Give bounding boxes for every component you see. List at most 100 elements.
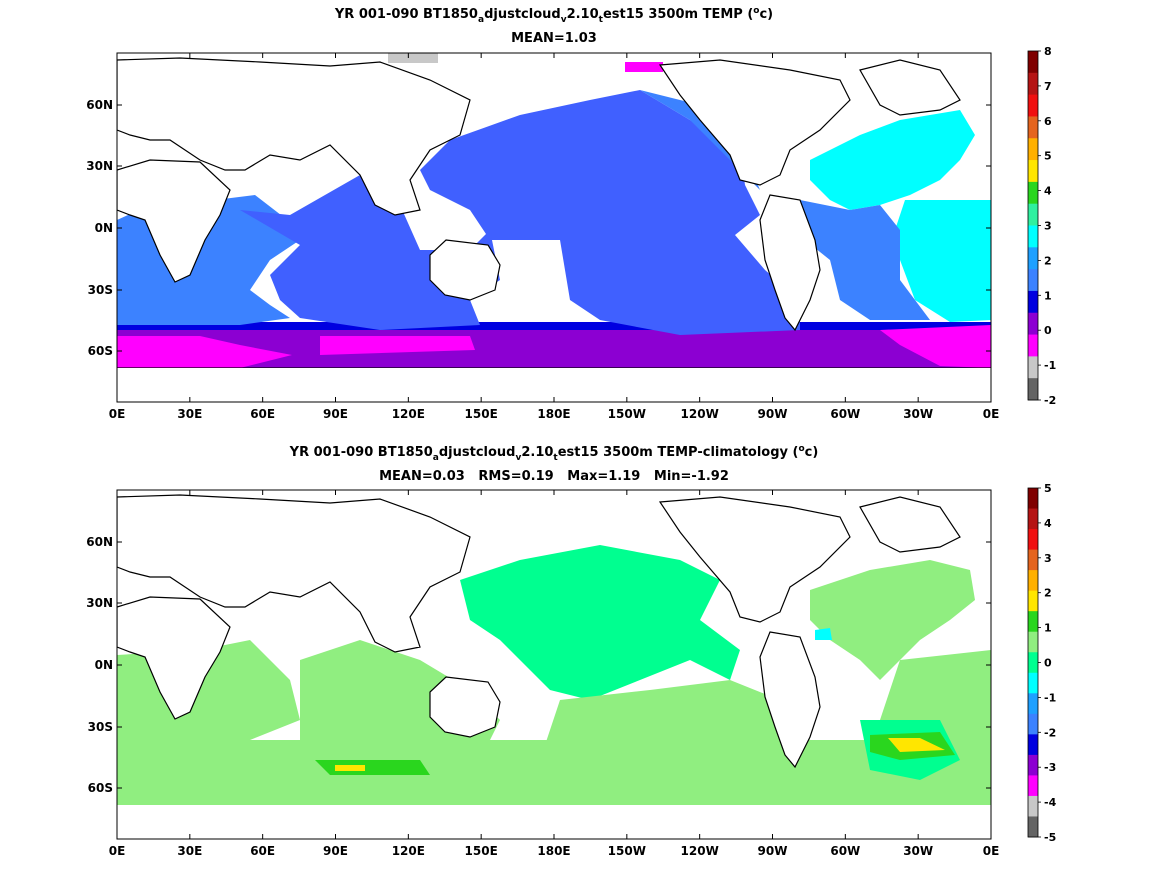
colorbar-top: 8 7 6 5 4 3 2 1 0 -1 -2 [1027,45,1056,407]
colorbar-swatch [1028,713,1038,735]
x-tick-label: 180E [537,407,570,421]
field-north-pacific [420,90,800,335]
colorbar-swatch [1028,247,1038,270]
y-tick-label: 30S [88,283,113,297]
colorbar-label: -2 [1044,394,1056,407]
colorbar-swatch [1028,72,1038,96]
colorbar-swatch [1028,51,1038,74]
x-tick-label: 120W [681,407,719,421]
field-north-atlantic [810,110,975,210]
colorbar-swatch [1028,652,1038,674]
colorbar-swatch [1028,754,1038,776]
panel-top: YR 001-090 BT1850adjustcloudv2.10test15 … [86,6,1056,421]
colorbar-label: 3 [1044,552,1052,565]
subtitle-top: MEAN=1.03 [511,31,597,46]
y-tick-label: 0N [95,658,113,672]
colorbar-swatch [1028,795,1038,817]
colorbar-swatch [1028,631,1038,653]
x-tick-label: 150E [465,844,498,858]
x-tick-label: 30E [177,407,202,421]
y-tick-label: 30N [86,159,113,173]
x-tick-label: 0E [109,407,126,421]
title-top: YR 001-090 BT1850adjustcloudv2.10test15 … [334,6,773,25]
colorbar-label: -2 [1044,726,1056,739]
title-bottom: YR 001-090 BT1850adjustcloudv2.10test15 … [289,444,819,463]
x-tick-label: 90W [758,844,788,858]
colorbar-label: 4 [1044,185,1052,198]
colorbar-swatch [1028,116,1038,139]
colorbar-swatch [1028,269,1038,292]
x-axis-top: 0E 30E 60E 90E 120E 150E 180E 150W 120W 90W 60W 30W… [109,53,1000,421]
x-tick-label: 120W [681,844,719,858]
colorbar-swatch [1028,138,1038,161]
colorbar-label: -1 [1044,691,1056,704]
colorbar-label: -3 [1044,761,1056,774]
colorbar-swatch [1028,356,1038,379]
x-tick-label: 90W [758,407,788,421]
continents-bottom [117,494,961,769]
colorbar-bottom: 5 4 3 2 1 0 -1 -2 -3 -4 -5 [1027,482,1057,844]
colorbar-swatch [1028,334,1038,357]
x-tick-label: 30W [903,407,933,421]
colorbar-label: 5 [1044,150,1052,163]
colorbar-swatch [1028,203,1038,226]
colorbar-swatch [1028,693,1038,715]
x-tick-label: 180E [537,844,570,858]
x-tick-label: 30E [177,844,202,858]
x-tick-label: 150E [465,407,498,421]
colorbar-label: 0 [1044,657,1052,670]
colorbar-swatch [1028,508,1038,530]
colorbar-label: 2 [1044,254,1052,267]
x-tick-label: 60E [250,407,275,421]
y-axis-top: 60N 30N 0N 30S 60S [86,98,991,358]
colorbar-swatch [1028,775,1038,797]
panel-bottom: YR 001-090 BT1850adjustcloudv2.10test15 … [86,444,1056,858]
colorbar-swatch [1028,378,1038,401]
map-field-top [117,53,991,402]
colorbar-label: 1 [1044,289,1052,302]
y-tick-label: 60N [86,535,113,549]
x-tick-label: 30W [903,844,933,858]
colorbar-label: 3 [1044,220,1052,233]
map-field-bottom [117,490,991,839]
colorbar-swatch [1028,611,1038,633]
y-tick-label: 30N [86,596,113,610]
colorbar-label: 5 [1044,482,1052,495]
y-tick-label: 60N [86,98,113,112]
colorbar-label: 4 [1044,517,1052,530]
colorbar-label: 7 [1044,80,1052,93]
y-tick-label: 60S [88,781,113,795]
field-pacific [460,545,740,700]
colorbar-swatch [1028,570,1038,592]
x-tick-label: 150W [608,844,646,858]
y-tick-label: 30S [88,720,113,734]
colorbar-swatch [1028,181,1038,205]
x-tick-label: 90E [323,844,348,858]
x-tick-label: 120E [392,407,425,421]
x-tick-label: 0E [983,407,1000,421]
colorbar-label: -5 [1044,831,1056,844]
colorbar-swatch [1028,225,1038,248]
x-tick-label: 0E [983,844,1000,858]
colorbar-label: 0 [1044,324,1052,337]
colorbar-label: 6 [1044,115,1052,128]
x-axis-bottom: 0E 30E 60E 90E 120E 150E 180E 150W 120W 90W 60W 30W… [109,490,1000,858]
field-weddell-sea [117,336,292,368]
colorbar-swatch [1028,94,1038,117]
y-axis-bottom: 60N 30N 0N 30S 60S [86,535,991,795]
x-tick-label: 0E [109,844,126,858]
x-tick-label: 60W [830,407,860,421]
colorbar-swatch [1028,734,1038,756]
y-tick-label: 60S [88,344,113,358]
x-tick-label: 120E [392,844,425,858]
colorbar-label: 1 [1044,622,1052,635]
x-tick-label: 60W [830,844,860,858]
colorbar-swatch [1028,529,1038,551]
colorbar-label: -4 [1044,796,1057,809]
colorbar-swatch [1028,290,1038,314]
colorbar-label: 8 [1044,45,1052,58]
colorbar-swatch [1028,160,1038,183]
colorbar-swatch [1028,549,1038,571]
colorbar-label: -1 [1044,359,1056,372]
